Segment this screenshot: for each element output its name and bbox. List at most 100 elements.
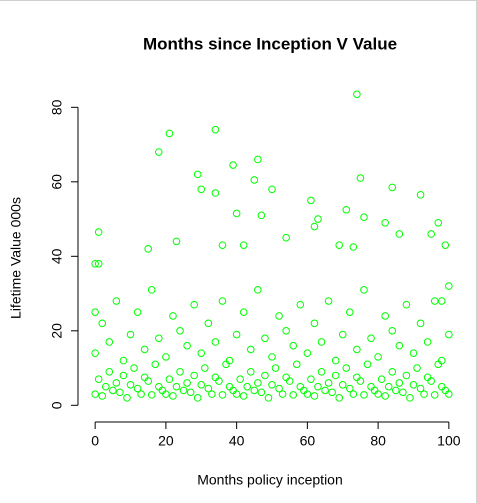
point bbox=[427, 230, 435, 238]
point bbox=[91, 390, 99, 398]
point bbox=[151, 360, 160, 369]
point bbox=[211, 189, 220, 197]
point bbox=[416, 319, 425, 328]
y-tick-label: 0 bbox=[49, 401, 65, 409]
point bbox=[232, 390, 241, 398]
x-tick-label: 40 bbox=[229, 433, 245, 449]
point bbox=[292, 360, 301, 369]
point bbox=[335, 241, 344, 249]
point bbox=[423, 338, 432, 346]
point bbox=[395, 230, 404, 238]
point bbox=[261, 371, 269, 380]
point bbox=[367, 334, 375, 343]
point bbox=[374, 390, 382, 398]
point bbox=[416, 191, 425, 199]
point bbox=[229, 161, 237, 169]
point bbox=[391, 386, 400, 395]
point bbox=[94, 259, 103, 268]
point bbox=[239, 308, 248, 316]
point bbox=[331, 371, 340, 380]
point bbox=[434, 360, 443, 369]
point bbox=[112, 297, 121, 305]
point bbox=[222, 360, 230, 369]
point bbox=[218, 391, 227, 399]
point bbox=[176, 367, 184, 376]
point bbox=[172, 237, 181, 246]
y-tick-label: 60 bbox=[49, 174, 65, 190]
point bbox=[356, 377, 365, 385]
point bbox=[423, 373, 432, 382]
point bbox=[381, 392, 389, 400]
point bbox=[257, 211, 266, 220]
point bbox=[434, 218, 443, 227]
point bbox=[98, 392, 107, 400]
point bbox=[370, 386, 379, 395]
point bbox=[218, 241, 227, 249]
point bbox=[243, 382, 252, 391]
point bbox=[140, 373, 149, 382]
point bbox=[158, 386, 167, 395]
point bbox=[335, 394, 344, 402]
point bbox=[179, 386, 188, 395]
point bbox=[215, 377, 223, 385]
point bbox=[342, 205, 351, 214]
point bbox=[310, 319, 319, 328]
point bbox=[225, 356, 234, 365]
point bbox=[307, 196, 315, 205]
point bbox=[200, 364, 209, 372]
point bbox=[338, 330, 347, 339]
point bbox=[101, 382, 110, 391]
point bbox=[186, 388, 195, 397]
point bbox=[388, 183, 397, 192]
point bbox=[246, 345, 255, 354]
point bbox=[147, 286, 156, 294]
point bbox=[360, 391, 368, 399]
point bbox=[254, 155, 262, 164]
point bbox=[250, 176, 259, 184]
point bbox=[204, 384, 213, 393]
point bbox=[360, 286, 368, 294]
point bbox=[137, 390, 145, 398]
point bbox=[349, 243, 358, 251]
point bbox=[193, 170, 202, 179]
point bbox=[416, 384, 425, 393]
point bbox=[314, 215, 322, 223]
x-tick-label: 20 bbox=[158, 433, 174, 449]
point bbox=[144, 377, 153, 385]
point bbox=[211, 373, 220, 382]
point bbox=[162, 353, 170, 361]
point bbox=[427, 377, 435, 385]
point bbox=[381, 312, 389, 320]
point bbox=[193, 394, 202, 402]
point bbox=[349, 390, 358, 398]
y-axis-label: Lifetime Value 000s bbox=[8, 197, 24, 319]
point bbox=[402, 300, 411, 309]
point bbox=[356, 174, 365, 182]
point bbox=[218, 297, 227, 305]
point bbox=[310, 392, 319, 400]
point bbox=[430, 297, 439, 305]
point bbox=[98, 319, 107, 328]
point bbox=[388, 367, 397, 376]
point bbox=[409, 349, 418, 357]
point bbox=[254, 379, 262, 387]
point bbox=[296, 300, 305, 309]
point bbox=[239, 392, 248, 400]
point bbox=[445, 390, 453, 398]
point bbox=[441, 386, 450, 395]
point bbox=[275, 384, 283, 393]
point bbox=[264, 394, 273, 402]
point bbox=[317, 367, 326, 376]
point bbox=[409, 381, 418, 389]
point bbox=[172, 382, 181, 391]
point bbox=[324, 379, 333, 387]
point bbox=[384, 382, 393, 391]
point bbox=[250, 386, 259, 395]
point bbox=[445, 330, 453, 339]
point bbox=[225, 382, 234, 391]
point bbox=[296, 382, 305, 391]
point bbox=[261, 334, 269, 343]
y-tick-label: 80 bbox=[49, 99, 65, 115]
point bbox=[303, 390, 312, 398]
